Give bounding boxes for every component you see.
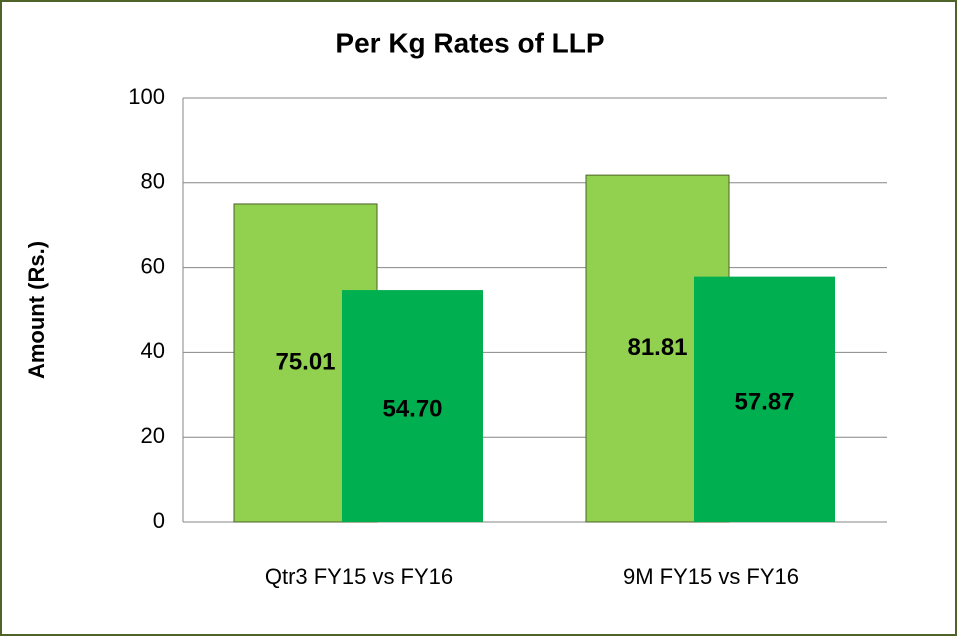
y-tick-label: 0: [153, 508, 165, 533]
bar: [694, 276, 835, 522]
data-label: 57.87: [734, 389, 794, 416]
chart-title: Per Kg Rates of LLP: [335, 27, 604, 58]
y-tick-label: 100: [128, 84, 165, 109]
data-label: 54.70: [382, 395, 442, 422]
y-tick-label: 80: [141, 169, 165, 194]
data-label: 81.81: [627, 334, 687, 361]
data-label: 75.01: [275, 348, 335, 375]
y-axis-label: Amount (Rs.): [24, 241, 49, 379]
x-tick-label: Qtr3 FY15 vs FY16: [265, 564, 453, 589]
y-tick-label: 20: [141, 423, 165, 448]
x-tick-label: 9M FY15 vs FY16: [623, 564, 799, 589]
y-tick-label: 60: [141, 253, 165, 278]
y-tick-label: 40: [141, 338, 165, 363]
bar: [342, 290, 483, 522]
